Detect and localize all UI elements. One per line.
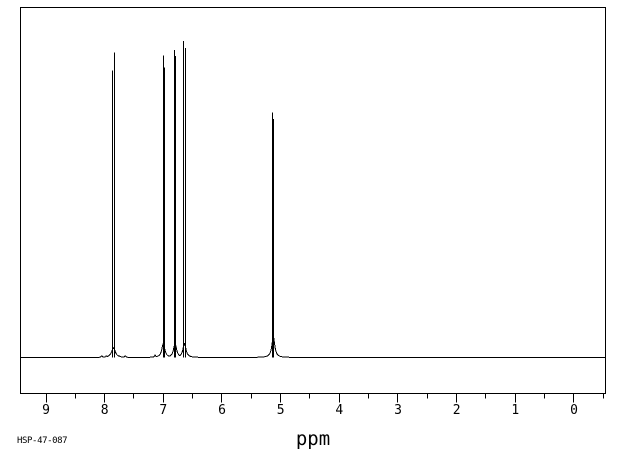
x-tick-label: 5 [277, 403, 285, 418]
x-tick-label: 6 [218, 403, 226, 418]
x-tick-label: 1 [511, 403, 519, 418]
x-tick-label: 9 [42, 403, 50, 418]
singlet-5.12-ppm [272, 112, 274, 358]
peak-lines [112, 40, 274, 358]
doublet-7.85-ppm [112, 52, 115, 358]
sample-id-label: HSP-47-087 [17, 436, 68, 446]
x-tick-label: 0 [570, 403, 578, 418]
x-axis-unit-label: ppm [295, 428, 331, 450]
x-tick-label: 4 [335, 403, 343, 418]
x-tick-label: 8 [101, 403, 109, 418]
peak-6.64-ppm [183, 40, 186, 358]
spectrum-baseline-trace [20, 335, 606, 358]
peak-6.80-ppm [174, 50, 176, 358]
x-tick-label: 2 [453, 403, 461, 418]
x-axis-tick-labels: 9 8 7 6 5 4 3 2 1 0 [42, 403, 578, 418]
plot-frame [20, 7, 606, 394]
x-tick-label: 7 [159, 403, 167, 418]
x-tick-label: 3 [394, 403, 402, 418]
x-axis-ticks [46, 393, 604, 403]
peak-7.00-ppm [163, 55, 165, 358]
